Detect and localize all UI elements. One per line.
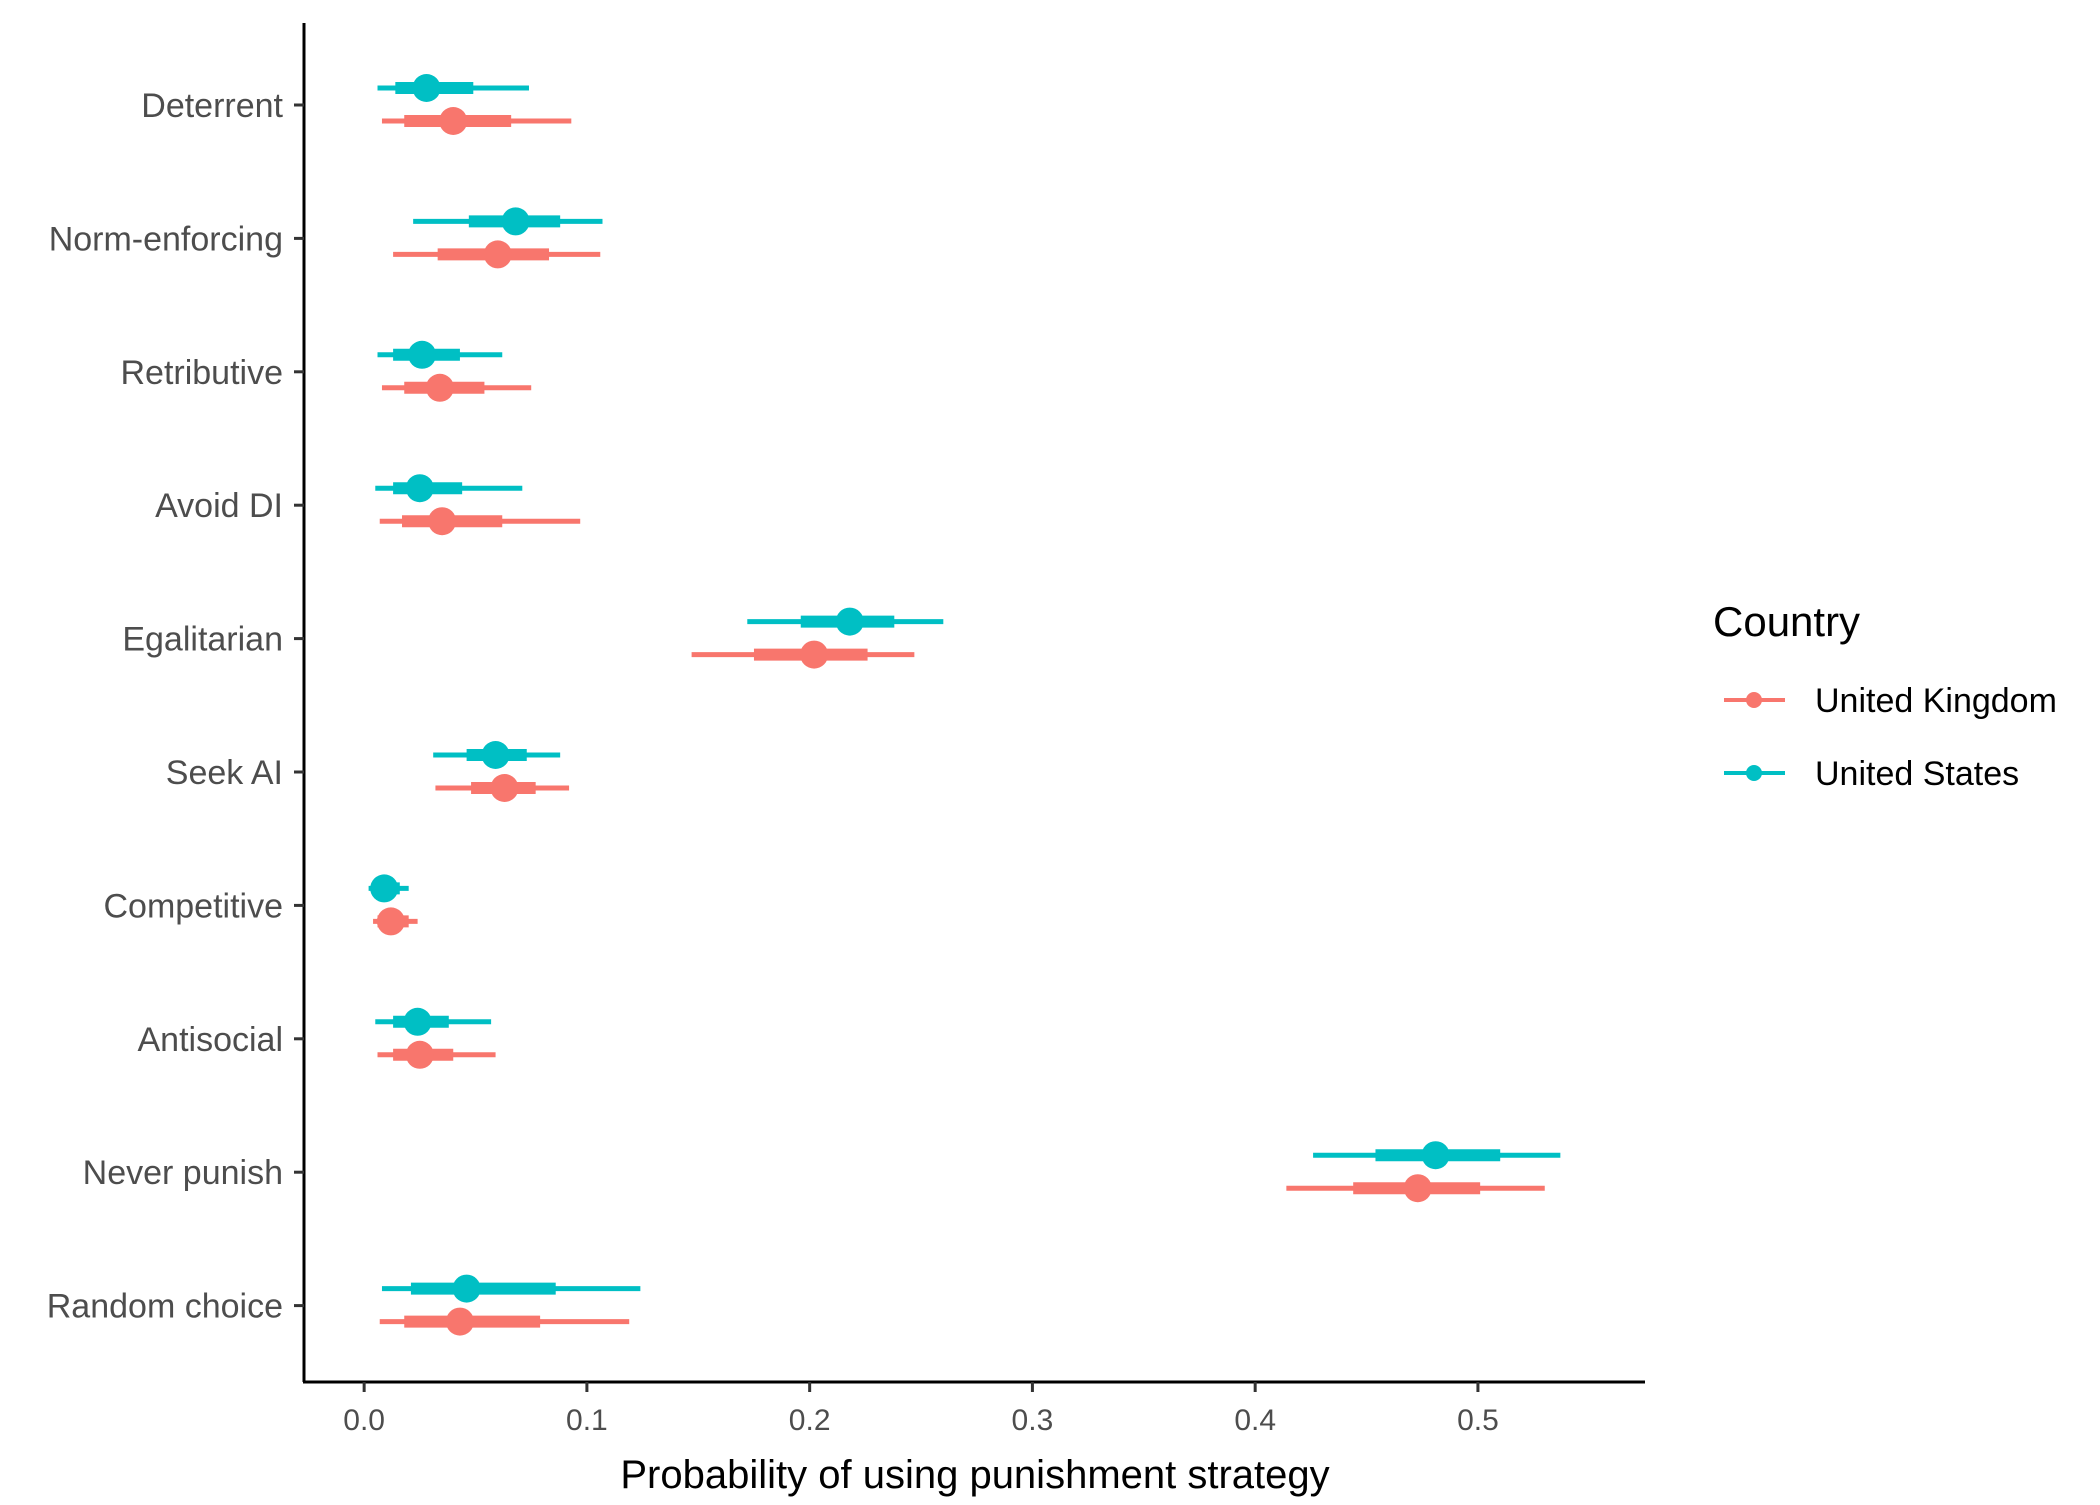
x-tick-label: 0.4 xyxy=(1234,1404,1276,1437)
point-estimate xyxy=(405,1040,434,1069)
point-estimate xyxy=(1421,1141,1450,1170)
point-estimate xyxy=(425,373,454,402)
y-tick-label: Antisocial xyxy=(137,1021,283,1059)
legend-title: Country xyxy=(1713,598,1860,645)
point-estimate xyxy=(445,1307,474,1336)
y-tick-label: Seek AI xyxy=(166,754,283,792)
legend-label: United States xyxy=(1815,755,2019,793)
y-tick-label: Norm-enforcing xyxy=(49,220,283,258)
x-tick-label: 0.0 xyxy=(343,1404,385,1437)
legend-key-point xyxy=(1746,765,1762,781)
point-estimate xyxy=(452,1274,481,1303)
y-tick-label: Egalitarian xyxy=(122,621,283,659)
point-estimate xyxy=(412,74,441,102)
point-estimate xyxy=(439,107,468,135)
y-tick-label: Random choice xyxy=(47,1288,283,1326)
point-estimate xyxy=(800,640,829,669)
y-ticks-layer: Deterrent Norm-enforcing Retributive Avoid … xyxy=(47,87,304,1326)
legend: Country United Kingdom United States xyxy=(1713,598,2057,793)
x-tick-label: 0.5 xyxy=(1457,1404,1499,1437)
point-estimate xyxy=(490,774,519,802)
point-estimate xyxy=(376,907,405,936)
y-tick-label: Avoid DI xyxy=(155,487,283,525)
point-estimate xyxy=(1403,1174,1432,1203)
point-estimate xyxy=(483,240,512,269)
series-united-kingdom xyxy=(373,107,1545,1336)
y-tick-label: Never punish xyxy=(83,1154,283,1192)
x-tick-label: 0.1 xyxy=(566,1404,608,1437)
point-estimate xyxy=(370,874,399,903)
y-tick-label: Competitive xyxy=(103,887,283,925)
legend-key-point xyxy=(1746,692,1762,708)
series-united-states xyxy=(368,74,1561,1303)
point-estimate xyxy=(403,1007,432,1036)
point-estimate xyxy=(408,340,437,369)
legend-label: United Kingdom xyxy=(1815,682,2057,720)
x-ticks-layer: 0.0 0.1 0.2 0.3 0.4 0.5 xyxy=(343,1382,1499,1437)
marks-layer xyxy=(368,74,1561,1336)
point-estimate xyxy=(481,741,510,769)
x-axis-title: Probability of using punishment strategy xyxy=(620,1453,1329,1497)
point-estimate xyxy=(501,207,530,236)
point-estimate xyxy=(835,607,864,636)
x-tick-label: 0.2 xyxy=(789,1404,831,1437)
point-estimate xyxy=(428,507,457,536)
x-tick-label: 0.3 xyxy=(1012,1404,1054,1437)
y-tick-label: Deterrent xyxy=(141,87,283,125)
y-tick-label: Retributive xyxy=(120,354,283,392)
point-estimate xyxy=(405,474,434,503)
